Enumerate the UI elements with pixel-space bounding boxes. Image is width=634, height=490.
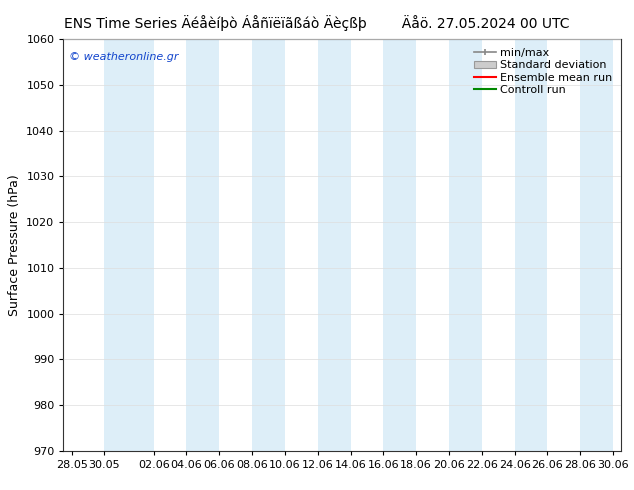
Bar: [318, 39, 351, 451]
Text: ENS Time Series Äéåèíþò Áåñïëïãßáò Äèçßþ        Äåö. 27.05.2024 00 UTC: ENS Time Series Äéåèíþò Áåñïëïãßáò Äèçßþ…: [64, 15, 570, 31]
Bar: [105, 39, 153, 451]
Legend: min/max, Standard deviation, Ensemble mean run, Controll run: min/max, Standard deviation, Ensemble me…: [470, 45, 616, 98]
Bar: [515, 39, 548, 451]
Bar: [580, 39, 613, 451]
Bar: [252, 39, 285, 451]
Bar: [186, 39, 219, 451]
Text: © weatheronline.gr: © weatheronline.gr: [69, 51, 179, 62]
Bar: [449, 39, 482, 451]
Bar: [384, 39, 416, 451]
Y-axis label: Surface Pressure (hPa): Surface Pressure (hPa): [8, 174, 21, 316]
